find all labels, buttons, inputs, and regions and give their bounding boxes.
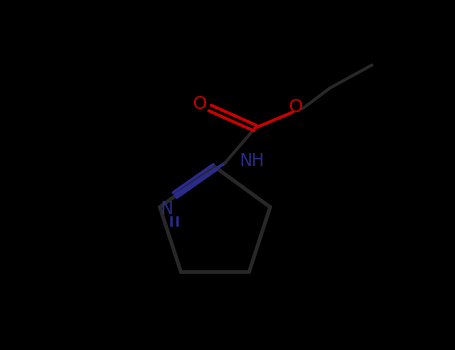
Text: N: N (161, 200, 173, 218)
Text: O: O (193, 95, 207, 113)
Text: O: O (289, 98, 303, 116)
Text: NH: NH (239, 152, 264, 170)
